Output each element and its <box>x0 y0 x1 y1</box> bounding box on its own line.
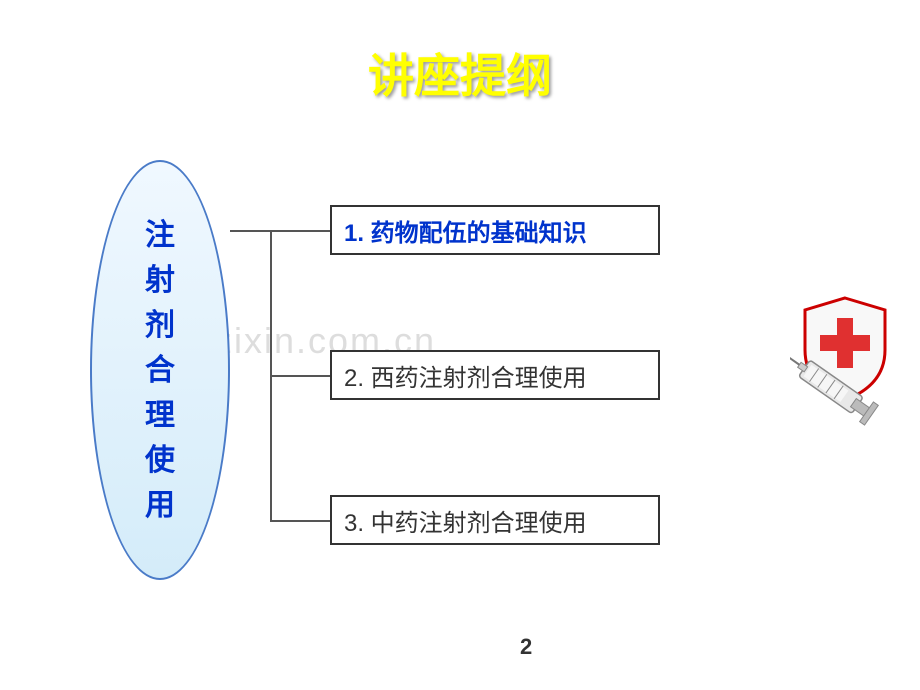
outline-item-2-label: 2. 西药注射剂合理使用 <box>344 358 587 393</box>
connector-main-line <box>230 230 270 232</box>
outline-item-1: 1. 药物配伍的基础知识 <box>330 205 660 255</box>
connector-branch-2 <box>270 375 330 377</box>
outline-item-1-label: 1. 药物配伍的基础知识 <box>344 213 587 248</box>
syringe-icon <box>790 290 900 450</box>
main-topic-ellipse: 注射剂合理使用 <box>90 160 230 580</box>
main-topic-text: 注射剂合理使用 <box>145 213 175 528</box>
outline-item-3-label: 3. 中药注射剂合理使用 <box>344 503 587 538</box>
outline-item-3: 3. 中药注射剂合理使用 <box>330 495 660 545</box>
outline-item-2: 2. 西药注射剂合理使用 <box>330 350 660 400</box>
page-number: 2 <box>520 634 532 660</box>
slide-title: 讲座提纲 <box>368 40 552 106</box>
connector-branch-3 <box>270 520 330 522</box>
connector-branch-1 <box>270 230 330 232</box>
